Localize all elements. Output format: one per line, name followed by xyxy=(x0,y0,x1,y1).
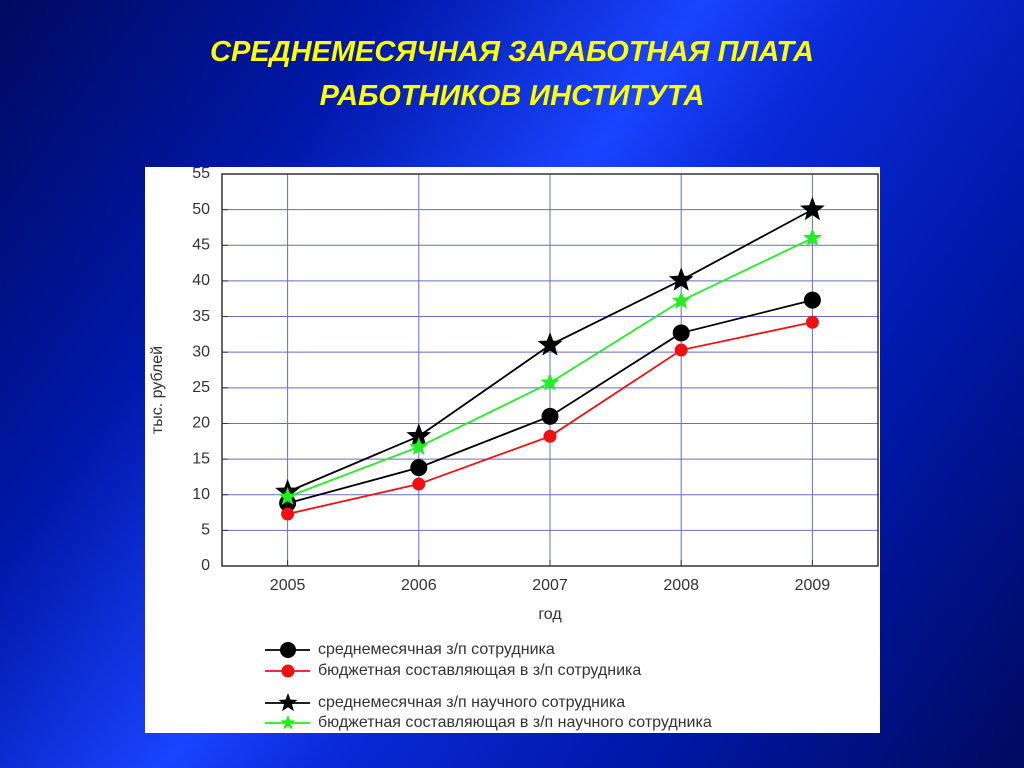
legend-marker xyxy=(281,664,295,678)
circle-marker xyxy=(541,407,559,425)
y-tick-label: 40 xyxy=(192,272,210,289)
y-tick-label: 5 xyxy=(201,522,210,539)
circle-marker xyxy=(412,477,426,491)
y-tick-label: 20 xyxy=(192,415,210,432)
plot-frame xyxy=(221,173,879,567)
star-marker xyxy=(406,423,432,447)
x-tick-label: 2005 xyxy=(270,577,306,594)
y-tick-label: 45 xyxy=(192,236,210,253)
star-marker xyxy=(668,267,694,291)
star-marker xyxy=(800,196,825,221)
x-tick-label: 2007 xyxy=(532,577,568,594)
legend-marker xyxy=(280,715,296,730)
x-tick-label: 2008 xyxy=(663,577,699,594)
star-marker xyxy=(802,228,822,247)
star-marker xyxy=(278,486,298,505)
y-tick-label: 30 xyxy=(192,343,210,360)
circle-marker xyxy=(674,343,688,357)
x-axis-label: год xyxy=(538,606,562,623)
y-tick-label: 55 xyxy=(192,165,210,182)
circle-marker xyxy=(672,324,690,342)
y-tick-label: 25 xyxy=(192,379,210,396)
y-axis-label: тыс. рублей xyxy=(149,346,166,434)
star-marker xyxy=(671,290,691,309)
x-tick-label: 2006 xyxy=(401,577,437,594)
star-marker xyxy=(540,372,560,391)
star-marker xyxy=(409,437,429,456)
circle-marker xyxy=(803,291,821,309)
legend-label: среднемесячная з/п сотрудника xyxy=(318,641,555,658)
y-tick-label: 10 xyxy=(192,486,210,503)
chart-title: СРЕДНЕМЕСЯЧНАЯ ЗАРАБОТНАЯ ПЛАТА РАБОТНИК… xyxy=(210,36,814,112)
y-tick-label: 50 xyxy=(192,201,210,218)
y-tick-label: 35 xyxy=(192,308,210,325)
legend-marker xyxy=(280,642,296,658)
circle-marker xyxy=(805,315,819,329)
x-tick-label: 2009 xyxy=(795,577,831,594)
legend-label: бюджетная составляющая в з/п научного со… xyxy=(318,714,712,731)
legend-label: среднемесячная з/п научного сотрудника xyxy=(318,694,625,711)
star-marker xyxy=(537,332,563,356)
legend-marker xyxy=(278,693,298,712)
legend-label: бюджетная составляющая в з/п сотрудника xyxy=(318,662,641,679)
circle-marker xyxy=(410,459,428,477)
y-tick-label: 15 xyxy=(192,450,210,467)
circle-marker xyxy=(281,507,295,521)
circle-marker xyxy=(543,429,557,443)
y-tick-label: 0 xyxy=(201,557,210,574)
